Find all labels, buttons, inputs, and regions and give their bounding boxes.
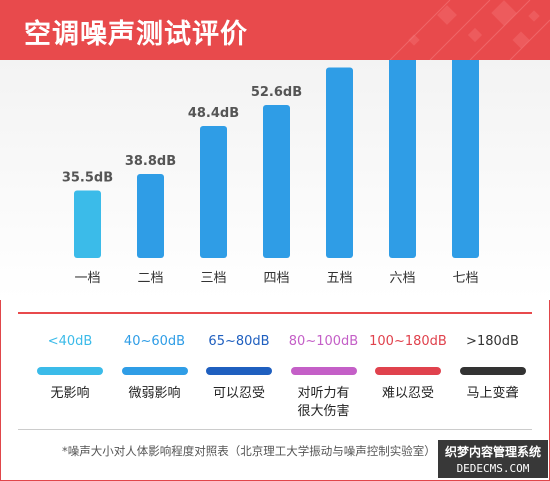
legend-range-label: >180dB — [466, 334, 519, 349]
legend-item: 65~80dB 可以忍受 — [199, 314, 279, 430]
legend-item: 80~100dB 对听力有 很大伤害 — [284, 314, 364, 430]
category-label-3: 三档 — [200, 271, 226, 286]
legend-color-bar — [459, 367, 526, 375]
legend-item: 40~60dB 微弱影响 — [115, 314, 195, 430]
legend-effect-label: 马上变聋 — [466, 386, 519, 401]
legend-range-label: 40~60dB — [123, 334, 186, 349]
legend-item: 100~180dB 难以忍受 — [368, 314, 448, 430]
value-label-1: 35.5dB — [62, 171, 113, 186]
category-label-6: 六档 — [389, 271, 415, 286]
value-label-4: 52.6dB — [251, 85, 302, 100]
watermark-line-2: DEDECMS.COM — [456, 462, 530, 475]
chart-area: 35.5dB 一档 38.8dB 二档 48.4dB 三档 52.6dB 四档 60.1dB 五档… — [0, 60, 550, 300]
bar-5 — [326, 67, 353, 258]
legend-effect-label: 难以忍受 — [381, 386, 434, 401]
legend-color-bar — [37, 367, 103, 375]
footnote: *噪声大小对人体影响程度对照表（北京理工大学振动与噪声控制实验室） — [62, 444, 436, 458]
category-label-7: 七档 — [452, 271, 478, 286]
watermark-line-1: 织梦内容管理系统 — [444, 445, 541, 459]
bar-3 — [200, 126, 227, 258]
category-label-4: 四档 — [263, 271, 289, 286]
page-title: 空调噪声测试评价 — [24, 19, 248, 50]
category-label-1: 一档 — [74, 271, 100, 286]
legend-color-bar — [206, 367, 272, 375]
noise-reference-legend: <40dB 无影响 40~60dB 微弱影响 65~80dB 可以忍受 80~100dB 对听… — [18, 312, 532, 430]
legend-effect-label: 无影响 — [50, 386, 90, 401]
legend-bottom-divider — [18, 429, 532, 430]
value-label-5: 60.1dB — [314, 60, 365, 63]
bar-4 — [263, 105, 290, 258]
legend-color-bar — [121, 367, 188, 375]
category-label-2: 二档 — [137, 271, 163, 286]
legend-item: <40dB 无影响 — [30, 314, 110, 430]
noise-bar-chart: 35.5dB 一档 38.8dB 二档 48.4dB 三档 52.6dB 四档 60.1dB 五档… — [62, 60, 479, 286]
legend-effect-label: 微弱影响 — [128, 386, 181, 401]
site-watermark: 织梦内容管理系统 DEDECMS.COM — [438, 440, 548, 478]
category-label-5: 五档 — [326, 271, 352, 286]
value-label-3: 48.4dB — [188, 106, 239, 121]
bar-1 — [74, 190, 101, 258]
legend-range-label: <40dB — [47, 334, 93, 349]
bar-2 — [137, 174, 164, 258]
header-banner: 空调噪声测试评价 — [0, 0, 550, 60]
legend-range-label: 65~80dB — [208, 334, 270, 349]
legend-effect-label: 对听力有 很大伤害 — [297, 386, 350, 419]
legend-color-bar — [375, 367, 441, 375]
header-pattern-decoration — [389, 0, 550, 60]
legend-range-label: 80~100dB — [288, 334, 359, 349]
bar-6 — [389, 60, 416, 258]
value-label-2: 38.8dB — [125, 154, 176, 169]
legend-item: >180dB 马上变聋 — [453, 314, 533, 430]
bar-7 — [452, 60, 479, 258]
legend-color-bar — [290, 367, 357, 375]
legend-range-label: 100~180dB — [369, 334, 447, 349]
legend-effect-label: 可以忍受 — [212, 386, 265, 401]
